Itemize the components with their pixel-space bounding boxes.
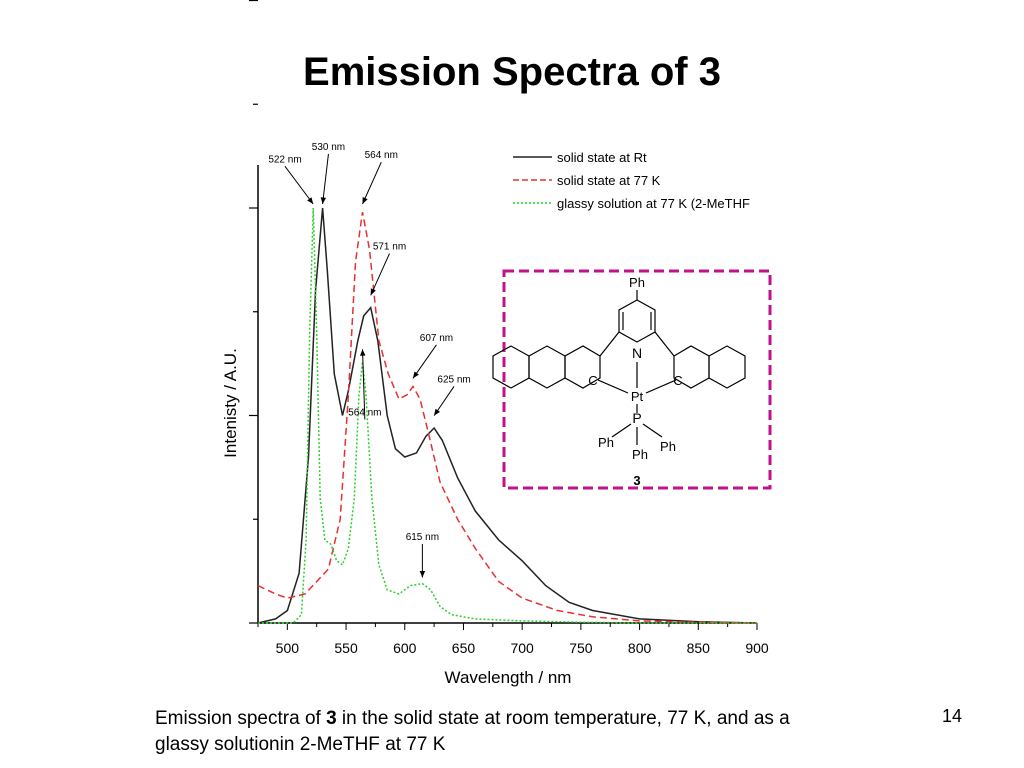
- annotation-label-3: 571 nm: [373, 242, 406, 253]
- annotation-label-4: 607 nm: [420, 333, 453, 344]
- legend-label-glassy: glassy solution at 77 K (2-MeTHF: [557, 196, 750, 211]
- atom-ph-left: Ph: [598, 435, 614, 450]
- x-tick-label: 800: [628, 640, 652, 656]
- chart-legend: solid state at Rt solid state at 77 K gl…: [513, 150, 750, 211]
- structure-bonds: [492, 290, 746, 445]
- annotation-arrowhead-1: [320, 197, 327, 204]
- x-tick-label: 850: [687, 640, 711, 656]
- annotation-arrow-3: [370, 253, 390, 296]
- annotation-label-1: 530 nm: [312, 142, 345, 153]
- annotation-arrowhead-4: [412, 371, 419, 379]
- annotation-arrow-2: [362, 161, 382, 205]
- atom-ph-middle: Ph: [632, 447, 648, 462]
- atom-top-ph: Ph: [629, 275, 645, 290]
- series-line-1: [257, 211, 758, 624]
- x-ticks: 500 550 600 650 700 750 800 850 900: [257, 623, 769, 656]
- annotation-arrow-1: [322, 153, 329, 205]
- annotation-arrow-4: [412, 344, 437, 379]
- annotation-arrow-6: [361, 349, 366, 420]
- annotation-label-7: 615 nm: [406, 532, 439, 543]
- chart-axes: [249, 0, 757, 624]
- compound-label: 3: [633, 473, 640, 488]
- y-axis-label: Intenisty / A.U.: [221, 348, 240, 458]
- annotation-arrowhead-0: [307, 197, 314, 204]
- annotation-arrowhead-7: [419, 571, 426, 578]
- x-axis-label: Wavelength / nm: [445, 668, 572, 687]
- slide-title: Emission Spectra of 3: [303, 50, 721, 94]
- x-tick-label: 550: [334, 640, 358, 656]
- atom-platinum: Pt: [631, 389, 644, 404]
- atom-phosphorus: P: [632, 410, 641, 426]
- x-tick-label: 600: [393, 640, 417, 656]
- slide-caption: Emission spectra of 3 in the solid state…: [155, 706, 815, 758]
- atom-carbon-right: C: [673, 373, 682, 388]
- annotation-label-2: 564 nm: [365, 150, 398, 161]
- annotation-arrowhead-3: [370, 288, 376, 296]
- molecular-structure: Ph N C C Pt P Ph Ph Ph 3: [492, 269, 772, 490]
- annotation-arrowhead-2: [362, 197, 368, 204]
- x-tick-label: 500: [276, 640, 300, 656]
- x-tick-label: 650: [452, 640, 476, 656]
- legend-label-solid-rt: solid state at Rt: [557, 150, 647, 165]
- series-line-0: [257, 207, 758, 624]
- annotation-label-5: 625 nm: [437, 374, 470, 385]
- caption-compound-number: 3: [326, 708, 337, 729]
- page-number: 14: [942, 706, 963, 726]
- x-tick-label: 700: [510, 640, 534, 656]
- x-tick-label: 750: [569, 640, 593, 656]
- caption-text-start: Emission spectra of: [155, 708, 327, 729]
- atom-nitrogen: N: [632, 345, 642, 361]
- annotation-arrowhead-5: [434, 408, 440, 416]
- annotation-arrow-0: [284, 166, 314, 205]
- annotation-label-0: 522 nm: [268, 154, 301, 165]
- emission-chart: 500 550 600 650 700 750 800 850 900 522 nm 530 nm…: [221, 0, 772, 687]
- atom-ph-right: Ph: [660, 439, 676, 454]
- annotation-arrowhead-6: [359, 349, 366, 356]
- series-layer: [257, 207, 758, 624]
- series-line-2: [258, 207, 757, 624]
- x-tick-label: 900: [745, 640, 769, 656]
- atom-carbon-left: C: [588, 373, 597, 388]
- legend-label-solid-77k: solid state at 77 K: [557, 173, 661, 188]
- caption-text-end: in the solid state at room temperature, …: [155, 708, 790, 755]
